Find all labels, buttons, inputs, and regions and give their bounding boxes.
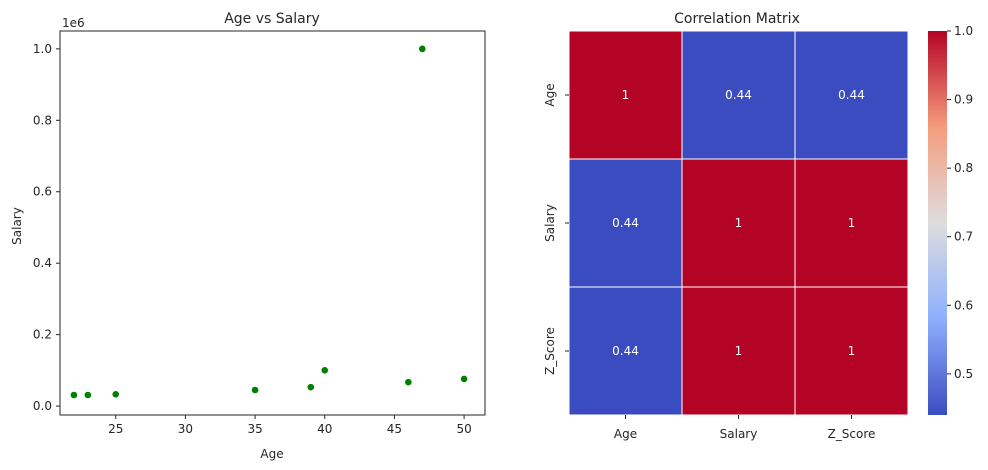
scatter-y-tick-label: 0.2 [33, 328, 52, 342]
scatter-point [306, 383, 315, 392]
heatmap-cell [568, 158, 683, 288]
heatmap-cell-label: 1 [848, 344, 856, 358]
heatmap-cell [568, 286, 683, 416]
scatter-x-tick-label: 40 [317, 422, 332, 436]
scatter-point [111, 390, 120, 399]
scatter-plot-frame [59, 30, 486, 416]
scatter-point [83, 391, 92, 399]
scatter-point [70, 391, 78, 399]
scatter-x-tick-label: 45 [387, 422, 402, 436]
scatter-y-tick-label: 0.8 [33, 113, 52, 127]
scatter-point [320, 366, 329, 375]
scatter-y-tick-label: 0.6 [33, 185, 52, 199]
heatmap-cell-label: 1 [848, 216, 856, 230]
heatmap-row-labels: Age Salary Z_Score [543, 83, 569, 375]
scatter-x-tick-label: 50 [456, 422, 471, 436]
scatter-y-tick-label: 0.0 [33, 399, 52, 413]
scatter-x-tick-label: 25 [108, 422, 123, 436]
heatmap-cell-labels: 1 0.44 0.44 0.44 1 1 0.44 1 1 [612, 88, 865, 358]
scatter-point [460, 375, 468, 383]
heatmap-row-label: Salary [543, 204, 557, 242]
colorbar [928, 31, 947, 415]
scatter-x-axis-label: Age [260, 447, 283, 461]
heatmap-column-label: Salary [720, 427, 758, 441]
scatter-x-tick-label: 30 [178, 422, 193, 436]
heatmap-cells [568, 30, 909, 416]
heatmap-column-label: Age [614, 427, 637, 441]
scatter-y-scale-label: 1e6 [62, 16, 85, 30]
heatmap-cell-label: 0.44 [612, 216, 639, 230]
heatmap-row-label: Age [543, 83, 557, 106]
heatmap-cell [568, 30, 683, 160]
scatter-y-tick-label: 0.4 [33, 256, 52, 270]
heatmap-cell-label: 1 [622, 88, 630, 102]
heatmap-cell [681, 158, 796, 288]
scatter-x-ticks: 25 30 35 40 45 50 [108, 415, 472, 436]
colorbar-tick-label: 0.5 [954, 367, 973, 381]
colorbar-tick-label: 0.7 [954, 230, 973, 244]
heatmap-cell-label: 0.44 [838, 88, 865, 102]
scatter-point [418, 44, 427, 53]
scatter-point [404, 378, 413, 387]
heatmap-cell-label: 0.44 [725, 88, 752, 102]
heatmap-cell [681, 286, 796, 416]
scatter-title: Age vs Salary [224, 11, 320, 27]
heatmap-cell [794, 30, 909, 160]
scatter-points [70, 44, 468, 399]
heatmap-cell-label: 0.44 [612, 344, 639, 358]
scatter-y-tick-label: 1.0 [33, 42, 52, 56]
heatmap-column-label: Z_Score [828, 427, 876, 441]
heatmap-chart: Correlation Matrix 1 0.44 0.440.44 1 10.44 1 1… [543, 11, 973, 441]
heatmap-cell [794, 286, 909, 416]
heatmap-title: Correlation Matrix [674, 11, 800, 27]
scatter-x-tick-label: 35 [247, 422, 262, 436]
heatmap-cell-label: 1 [735, 344, 743, 358]
heatmap-column-labels: Age Salary Z_Score [614, 415, 876, 441]
scatter-y-axis-label: Salary [10, 207, 24, 245]
colorbar-tick-label: 0.9 [954, 93, 973, 107]
colorbar-ticks: 0.5 0.6 0.7 0.8 0.9 1.0 [947, 24, 973, 381]
scatter-point [251, 386, 259, 394]
scatter-y-ticks: 0.0 0.2 0.4 0.6 0.8 1.0 [33, 42, 60, 413]
heatmap-row-label: Z_Score [543, 327, 557, 375]
heatmap-cell-label: 1 [735, 216, 743, 230]
scatter-chart: Age vs Salary 1e6 25 30 35 40 45 50 0.0 0.2 0.4… [10, 11, 486, 461]
colorbar-tick-label: 0.6 [954, 298, 973, 312]
colorbar-tick-label: 1.0 [954, 24, 973, 38]
heatmap-cell [681, 30, 796, 160]
colorbar-tick-label: 0.8 [954, 161, 973, 175]
